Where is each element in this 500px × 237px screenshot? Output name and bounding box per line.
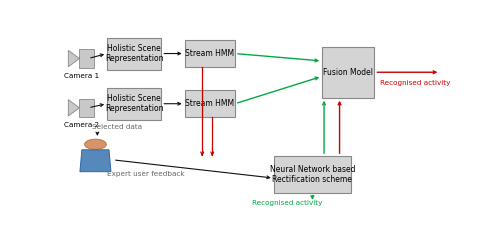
FancyBboxPatch shape bbox=[107, 88, 162, 120]
Text: Camera 1: Camera 1 bbox=[64, 73, 98, 79]
Text: Stream HMM: Stream HMM bbox=[185, 99, 234, 108]
FancyBboxPatch shape bbox=[80, 50, 94, 68]
Polygon shape bbox=[68, 50, 80, 67]
FancyBboxPatch shape bbox=[322, 47, 374, 98]
Text: Holistic Scene
Representation: Holistic Scene Representation bbox=[105, 94, 164, 114]
Circle shape bbox=[84, 139, 106, 150]
Text: Selected data: Selected data bbox=[92, 124, 142, 130]
Text: Recognised activity: Recognised activity bbox=[380, 80, 450, 86]
Polygon shape bbox=[80, 150, 111, 172]
Text: Stream HMM: Stream HMM bbox=[185, 49, 234, 58]
FancyBboxPatch shape bbox=[80, 99, 94, 117]
FancyBboxPatch shape bbox=[107, 38, 162, 69]
FancyBboxPatch shape bbox=[184, 91, 235, 117]
Text: Holistic Scene
Representation: Holistic Scene Representation bbox=[105, 44, 164, 63]
Text: Recognised activity: Recognised activity bbox=[252, 200, 322, 206]
Text: Fusion Model: Fusion Model bbox=[324, 68, 374, 77]
FancyBboxPatch shape bbox=[184, 40, 235, 67]
Text: Neural Network based
Rectification scheme: Neural Network based Rectification schem… bbox=[270, 165, 355, 184]
Text: Expert user feedback: Expert user feedback bbox=[107, 170, 184, 177]
FancyBboxPatch shape bbox=[274, 156, 351, 193]
Polygon shape bbox=[68, 100, 80, 116]
Text: Camera 2: Camera 2 bbox=[64, 122, 98, 128]
